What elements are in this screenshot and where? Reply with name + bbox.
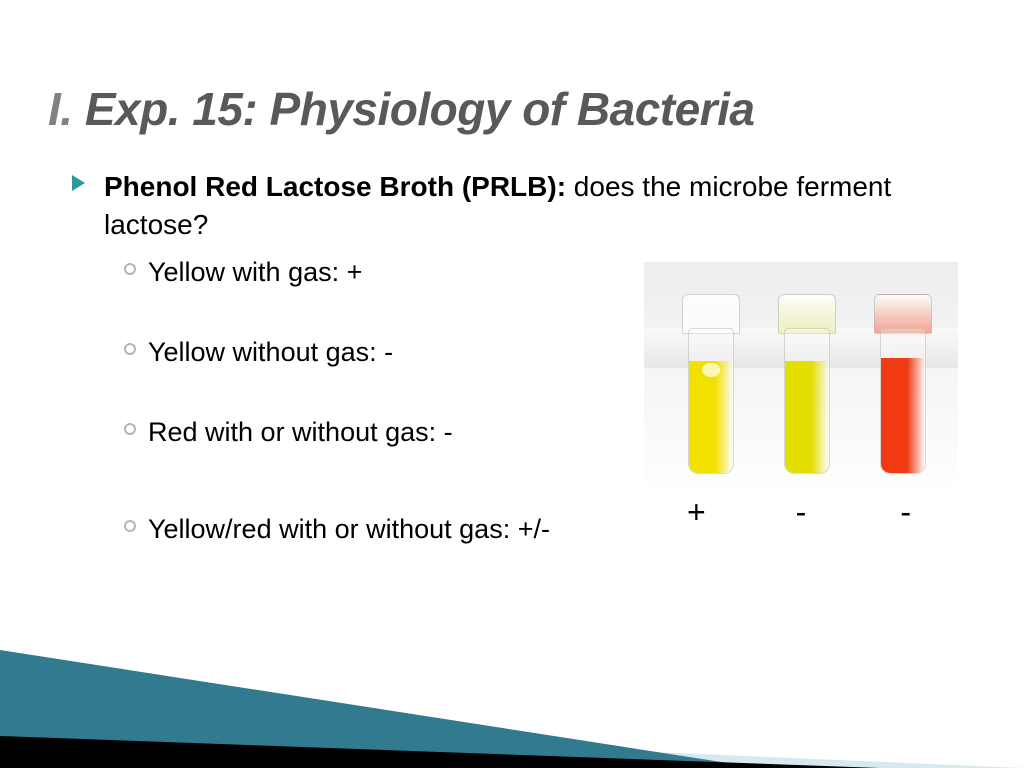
sublist-item-text: Red with or without gas: - [148, 417, 453, 447]
tube-result-label: + [644, 494, 749, 531]
ring-bullet-icon [124, 423, 136, 435]
ring-bullet-icon [124, 343, 136, 355]
tubes-image [644, 262, 958, 486]
sublist-item-text: Yellow with gas: + [148, 257, 362, 287]
gas-bubble [702, 363, 720, 377]
test-tube [680, 294, 742, 474]
test-tube [872, 294, 934, 474]
ring-bullet-icon [124, 263, 136, 275]
bullet-arrow-icon [72, 175, 85, 191]
title-main: Exp. 15: Physiology of Bacteria [85, 83, 755, 135]
image-labels: +-- [644, 494, 958, 531]
tube-result-label: - [749, 494, 854, 531]
sublist-item-text: Yellow without gas: - [148, 337, 393, 367]
decor-triangle-black [0, 736, 880, 768]
slide-title: I. Exp. 15: Physiology of Bacteria [48, 82, 754, 136]
title-prefix: I. [48, 83, 85, 135]
tube-liquid [689, 361, 733, 473]
tube-liquid [881, 358, 925, 473]
slide: I. Exp. 15: Physiology of Bacteria Pheno… [0, 0, 1024, 768]
tube-glass [688, 328, 734, 474]
tube-glass [784, 328, 830, 474]
tube-glass [880, 328, 926, 474]
test-tube [776, 294, 838, 474]
bullet-lead-bold: Phenol Red Lactose Broth (PRLB): [104, 171, 574, 202]
sublist-item-text: Yellow/red with or without gas: +/- [148, 514, 550, 544]
ring-bullet-icon [124, 520, 136, 532]
bullet-main: Phenol Red Lactose Broth (PRLB): does th… [70, 168, 950, 244]
tube-result-label: - [853, 494, 958, 531]
tube-liquid [785, 361, 829, 473]
